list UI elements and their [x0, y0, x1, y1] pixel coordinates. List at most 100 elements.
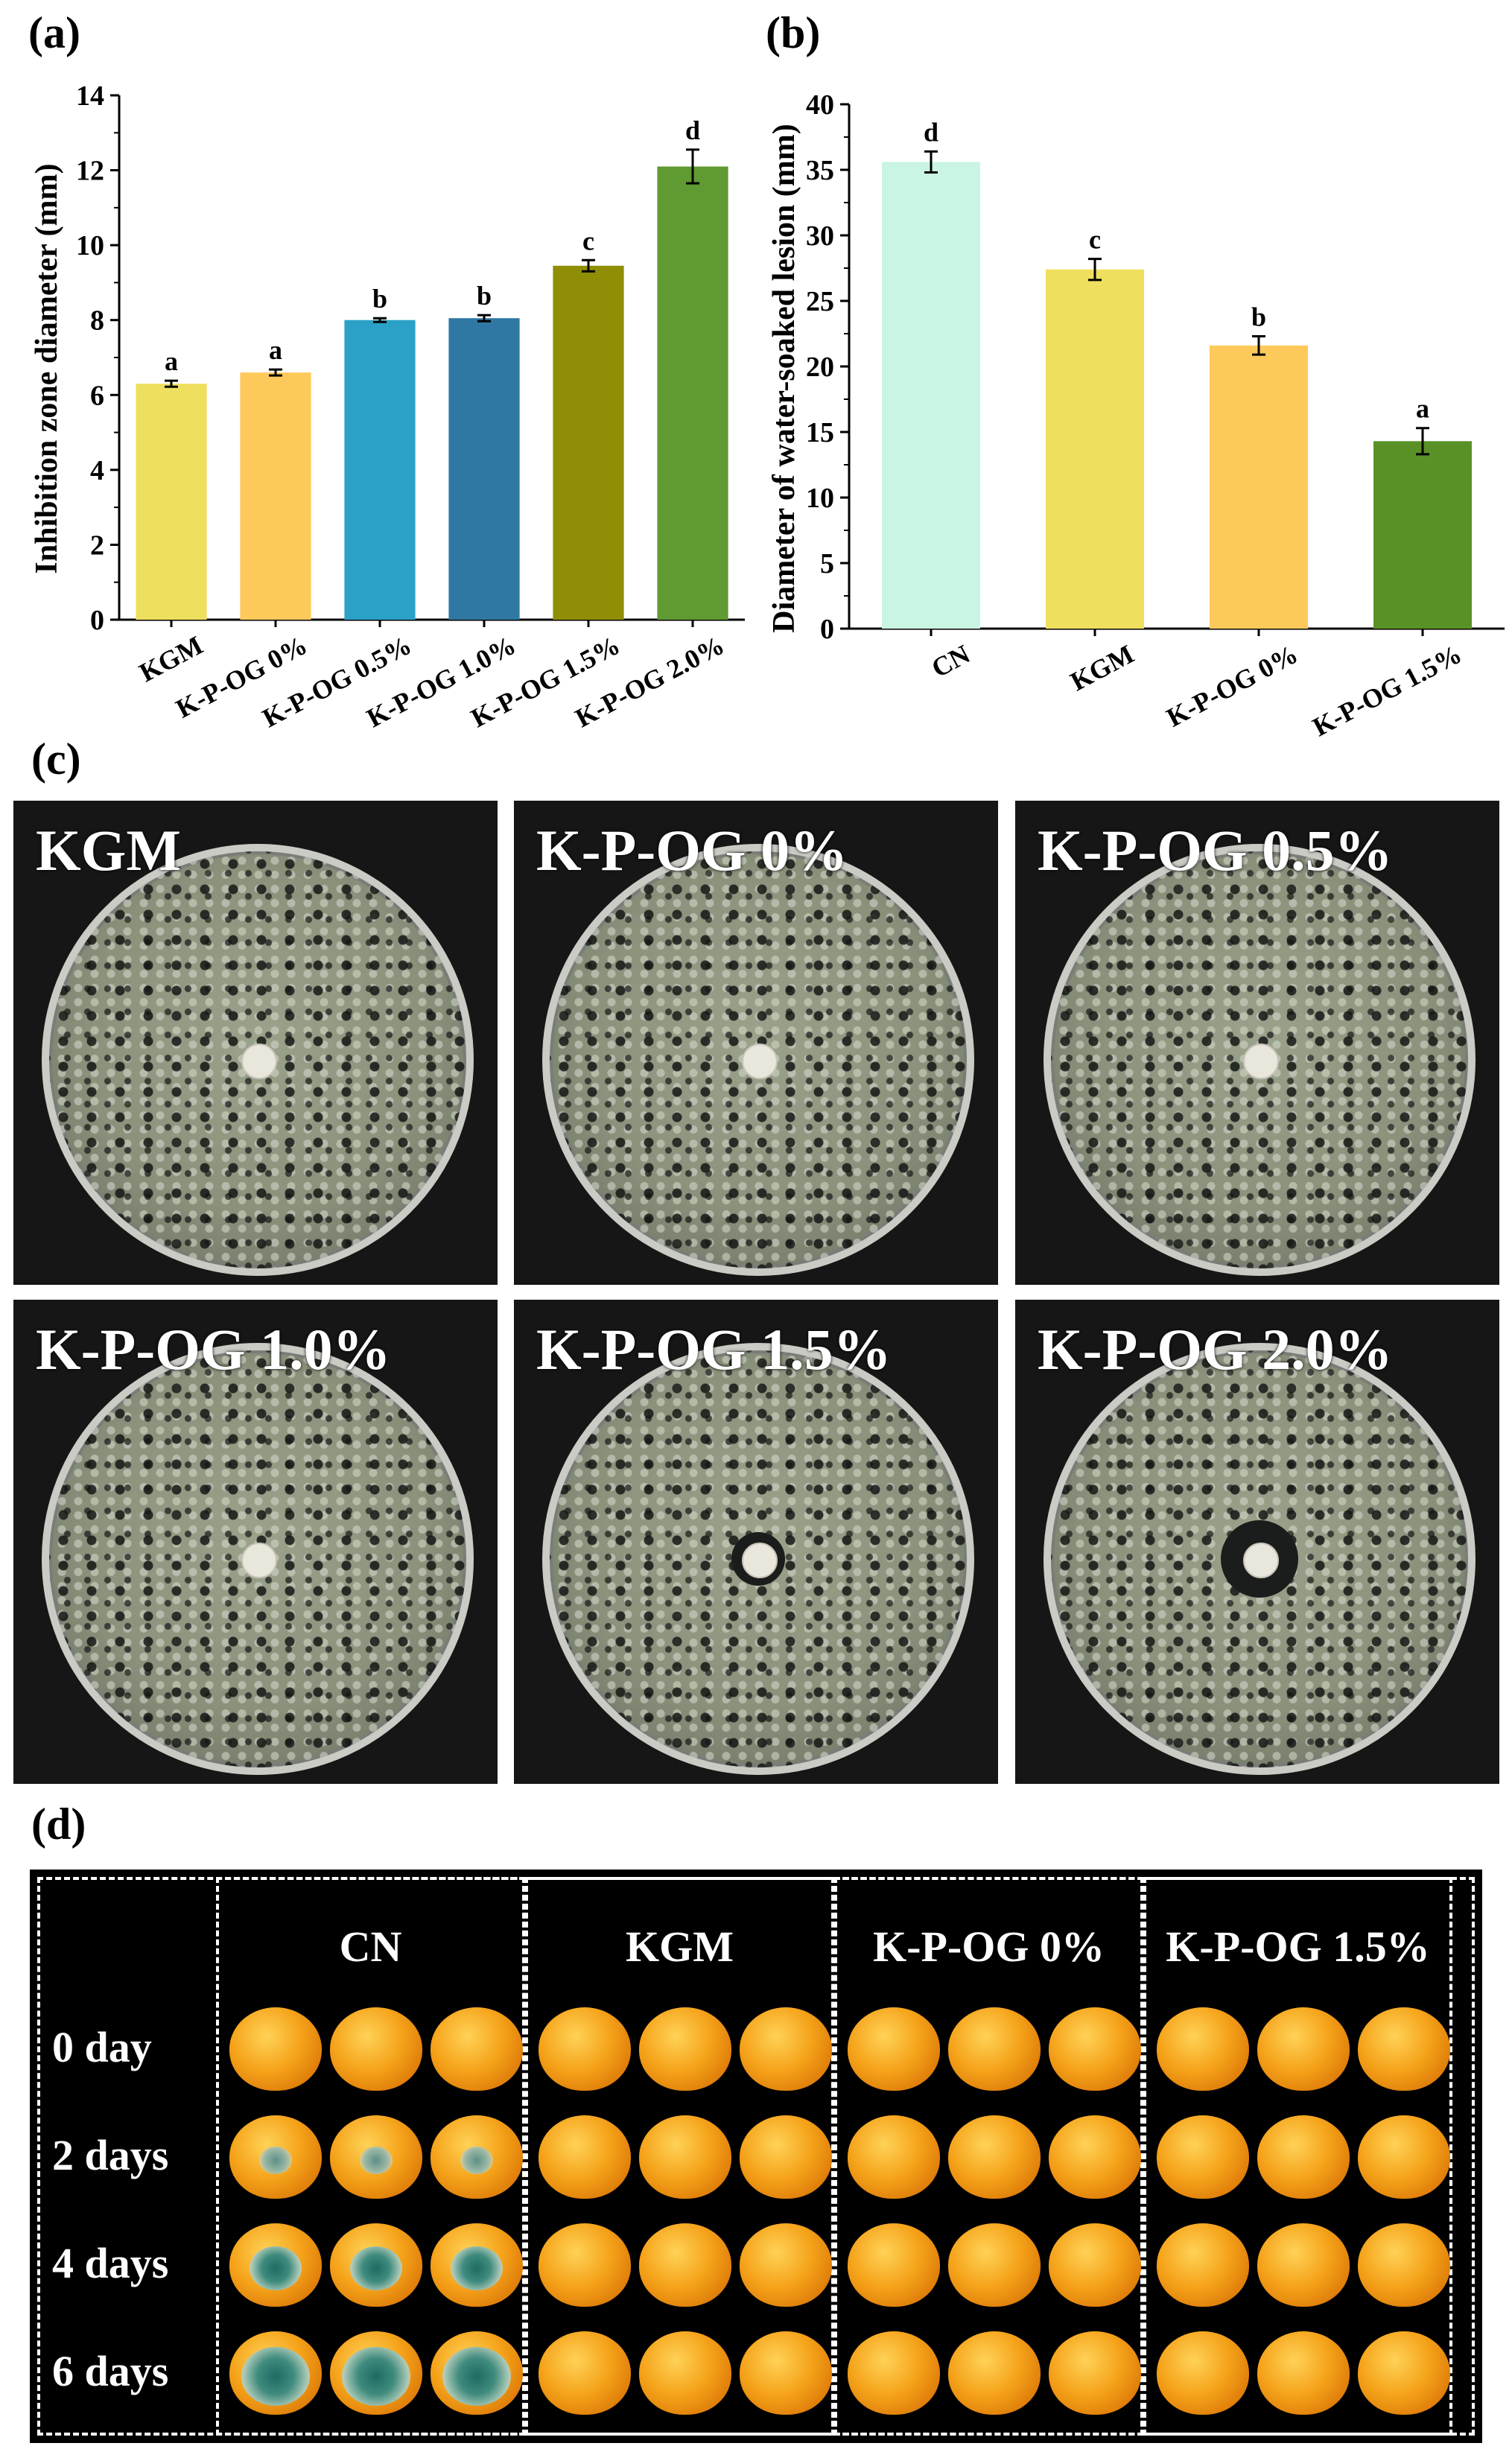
chart-a-ylabel: Inhibition zone diameter (mm) — [30, 163, 64, 574]
orange-fruit — [948, 2115, 1041, 2199]
orange-fruit — [539, 2115, 631, 2199]
orange-fruit — [330, 2115, 422, 2199]
y-tick-label: 0 — [820, 614, 834, 645]
mold-spot — [460, 2146, 493, 2174]
orange-fruit — [639, 2223, 731, 2307]
dish-label: K-P-OG 2.0% — [1038, 1317, 1393, 1382]
significance-letter: b — [1251, 302, 1266, 332]
bar — [1046, 269, 1144, 629]
orange-fruit — [1257, 2115, 1350, 2199]
y-tick-label: 6 — [90, 380, 104, 411]
orange-fruit — [1257, 2007, 1350, 2091]
panel-label-c: (c) — [31, 734, 81, 784]
bar — [240, 372, 311, 620]
orange-fruit — [1358, 2007, 1450, 2091]
orange-fruit — [639, 2007, 731, 2091]
dish-label: K-P-OG 1.5% — [536, 1317, 892, 1382]
y-tick-label: 10 — [806, 483, 834, 514]
fruit-column-header: K-P-OG 0% — [873, 1922, 1105, 1971]
orange-fruit — [229, 2331, 322, 2415]
petri-dish: K-P-OG 1.5% — [514, 1300, 998, 1784]
column-dashed-frame — [834, 1877, 1143, 2436]
orange-fruit — [539, 2007, 631, 2091]
mold-spot — [250, 2246, 302, 2291]
orange-fruit — [1049, 2007, 1141, 2091]
orange-fruit — [229, 2223, 322, 2307]
fruit-row-header: 0 day — [52, 2023, 152, 2071]
y-tick-label: 14 — [76, 80, 104, 112]
chart-b-lesion-diameter: Diameter of water-soaked lesion (mm) 0 5 1… — [767, 89, 1505, 743]
column-dashed-frame — [216, 1877, 525, 2436]
orange-fruit — [948, 2331, 1041, 2415]
y-tick-label: 30 — [806, 220, 834, 252]
fruit-row-header: 4 days — [52, 2239, 169, 2287]
significance-letter: d — [685, 115, 700, 145]
agar-plate — [542, 844, 974, 1276]
orange-fruit — [848, 2331, 940, 2415]
bar — [344, 320, 416, 620]
y-tick-label: 10 — [76, 230, 104, 261]
orange-fruit — [848, 2223, 940, 2307]
orange-fruit — [1257, 2331, 1350, 2415]
orange-fruit — [1157, 2223, 1249, 2307]
orange-fruit — [848, 2007, 940, 2091]
fruit-row-header: 6 days — [52, 2347, 169, 2395]
y-tick-label: 4 — [90, 455, 104, 486]
category-label: K-P-OG 0% — [1162, 639, 1303, 733]
dish-label: K-P-OG 0% — [536, 818, 848, 883]
fruit-column-header: KGM — [626, 1922, 734, 1971]
orange-fruit — [1358, 2223, 1450, 2307]
y-tick-label: 35 — [806, 155, 834, 186]
orange-fruit — [639, 2331, 731, 2415]
chart-a-inhibition-zone: Inhibition zone diameter (mm) 0 2 4 6 8 10 12 1… — [30, 80, 745, 733]
orange-fruit — [740, 2115, 832, 2199]
dish-label: K-P-OG 0.5% — [1038, 818, 1393, 883]
filter-disc — [742, 1043, 778, 1079]
petri-dish: K-P-OG 0.5% — [1015, 801, 1499, 1285]
y-tick-label: 8 — [90, 305, 104, 337]
filter-disc — [1243, 1543, 1279, 1578]
y-tick-label: 12 — [76, 156, 104, 187]
filter-disc — [1243, 1043, 1279, 1079]
bar — [553, 265, 624, 620]
bar — [1373, 441, 1472, 629]
dish-label: K-P-OG 1.0% — [36, 1317, 391, 1382]
orange-fruit — [639, 2115, 731, 2199]
petri-dish: K-P-OG 1.0% — [13, 1300, 498, 1784]
significance-letter: d — [924, 117, 938, 147]
fruit-column-header: K-P-OG 1.5% — [1166, 1922, 1430, 1971]
orange-fruit — [330, 2331, 422, 2415]
orange-fruit — [948, 2223, 1041, 2307]
orange-fruit — [1049, 2115, 1141, 2199]
y-tick-label: 5 — [820, 548, 834, 579]
petri-dish: K-P-OG 0% — [514, 801, 998, 1285]
orange-fruit — [431, 2115, 523, 2199]
orange-fruit — [1257, 2223, 1350, 2307]
orange-fruit — [740, 2223, 832, 2307]
filter-disc — [742, 1543, 778, 1578]
agar-plate — [542, 1343, 974, 1775]
mold-spot — [442, 2347, 511, 2406]
bar — [657, 166, 728, 620]
panel-label-a: (a) — [28, 8, 80, 57]
significance-letter: b — [477, 281, 492, 311]
category-label: KGM — [1066, 639, 1139, 697]
orange-fruit — [229, 2115, 322, 2199]
significance-letter: b — [372, 284, 387, 314]
panel-label-d: (d) — [31, 1799, 86, 1849]
orange-fruit — [1358, 2115, 1450, 2199]
category-label: K-P-OG 1.5% — [1308, 639, 1467, 743]
orange-fruit — [848, 2115, 940, 2199]
category-label: KGM — [135, 630, 208, 688]
significance-letter: a — [269, 335, 282, 365]
orange-fruit — [539, 2331, 631, 2415]
agar-plate — [1044, 844, 1476, 1276]
orange-fruit — [740, 2007, 832, 2091]
orange-fruit — [431, 2223, 523, 2307]
mold-spot — [241, 2347, 310, 2406]
y-tick-label: 0 — [90, 605, 104, 636]
orange-fruit — [1049, 2331, 1141, 2415]
orange-fruit — [740, 2331, 832, 2415]
petri-dish-grid: KGM K-P-OG 0% K-P-OG 0.5% K-P-OG 1.0% K-P-OG… — [13, 801, 1499, 1784]
mold-spot — [350, 2246, 402, 2291]
